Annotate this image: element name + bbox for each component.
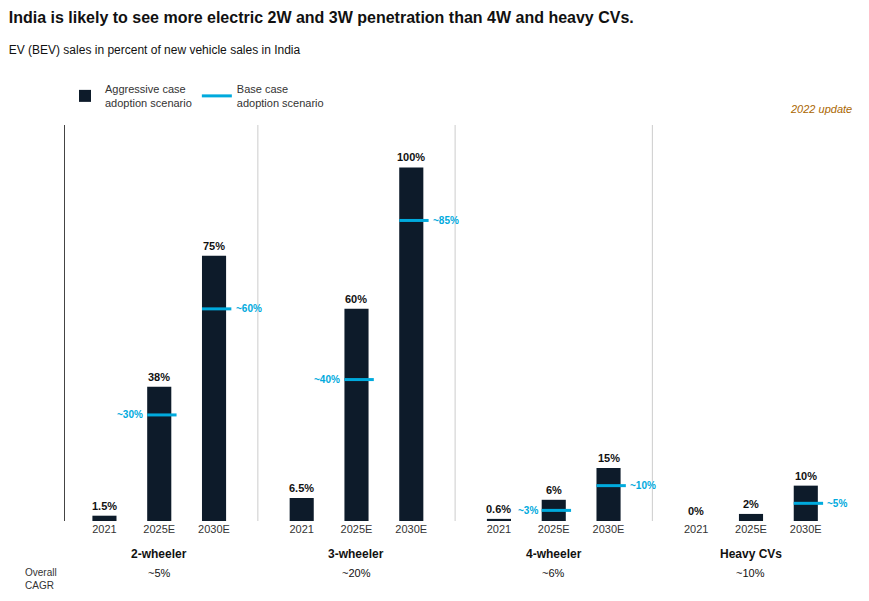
svg-text:2025E: 2025E bbox=[143, 523, 175, 535]
svg-text:~3%: ~3% bbox=[518, 505, 538, 516]
svg-text:0.6%: 0.6% bbox=[486, 503, 511, 515]
svg-text:2030E: 2030E bbox=[395, 523, 427, 535]
svg-text:EV (BEV) sales in percent of n: EV (BEV) sales in percent of new vehicle… bbox=[9, 43, 301, 57]
svg-text:2022 update: 2022 update bbox=[790, 103, 852, 115]
svg-text:2025E: 2025E bbox=[341, 523, 373, 535]
svg-text:1.5%: 1.5% bbox=[92, 500, 117, 512]
svg-text:~40%: ~40% bbox=[314, 374, 340, 385]
svg-text:~20%: ~20% bbox=[342, 567, 371, 579]
svg-text:OverallCAGR: OverallCAGR bbox=[25, 567, 57, 591]
svg-text:~30%: ~30% bbox=[117, 409, 143, 420]
svg-text:60%: 60% bbox=[345, 293, 367, 305]
svg-text:2%: 2% bbox=[743, 498, 759, 510]
svg-text:3-wheeler: 3-wheeler bbox=[328, 547, 384, 561]
svg-text:India is likely to see more el: India is likely to see more electric 2W … bbox=[9, 9, 634, 26]
svg-text:~10%: ~10% bbox=[630, 480, 656, 491]
svg-text:10%: 10% bbox=[795, 470, 817, 482]
svg-text:4-wheeler: 4-wheeler bbox=[526, 547, 582, 561]
svg-text:100%: 100% bbox=[397, 151, 425, 163]
svg-text:2021: 2021 bbox=[92, 523, 116, 535]
svg-text:6.5%: 6.5% bbox=[289, 482, 314, 494]
svg-text:6%: 6% bbox=[546, 484, 562, 496]
svg-text:0%: 0% bbox=[688, 505, 704, 517]
svg-text:2-wheeler: 2-wheeler bbox=[131, 547, 187, 561]
svg-text:~5%: ~5% bbox=[827, 498, 847, 509]
svg-text:2021: 2021 bbox=[289, 523, 313, 535]
svg-text:2025E: 2025E bbox=[735, 523, 767, 535]
svg-text:Base caseadoption scenario: Base caseadoption scenario bbox=[237, 83, 324, 109]
svg-text:Heavy CVs: Heavy CVs bbox=[720, 547, 782, 561]
svg-text:2030E: 2030E bbox=[198, 523, 230, 535]
svg-text:38%: 38% bbox=[148, 371, 170, 383]
svg-text:~10%: ~10% bbox=[736, 567, 765, 579]
svg-text:2030E: 2030E bbox=[790, 523, 822, 535]
svg-text:75%: 75% bbox=[203, 240, 225, 252]
svg-text:2021: 2021 bbox=[487, 523, 511, 535]
svg-text:~6%: ~6% bbox=[542, 567, 565, 579]
svg-text:2021: 2021 bbox=[684, 523, 708, 535]
svg-text:15%: 15% bbox=[598, 452, 620, 464]
svg-text:~5%: ~5% bbox=[148, 567, 171, 579]
svg-text:~85%: ~85% bbox=[433, 215, 459, 226]
svg-text:2025E: 2025E bbox=[538, 523, 570, 535]
svg-text:2030E: 2030E bbox=[593, 523, 625, 535]
svg-text:Aggressive caseadoption scenar: Aggressive caseadoption scenario bbox=[105, 83, 192, 109]
svg-text:~60%: ~60% bbox=[236, 303, 262, 314]
